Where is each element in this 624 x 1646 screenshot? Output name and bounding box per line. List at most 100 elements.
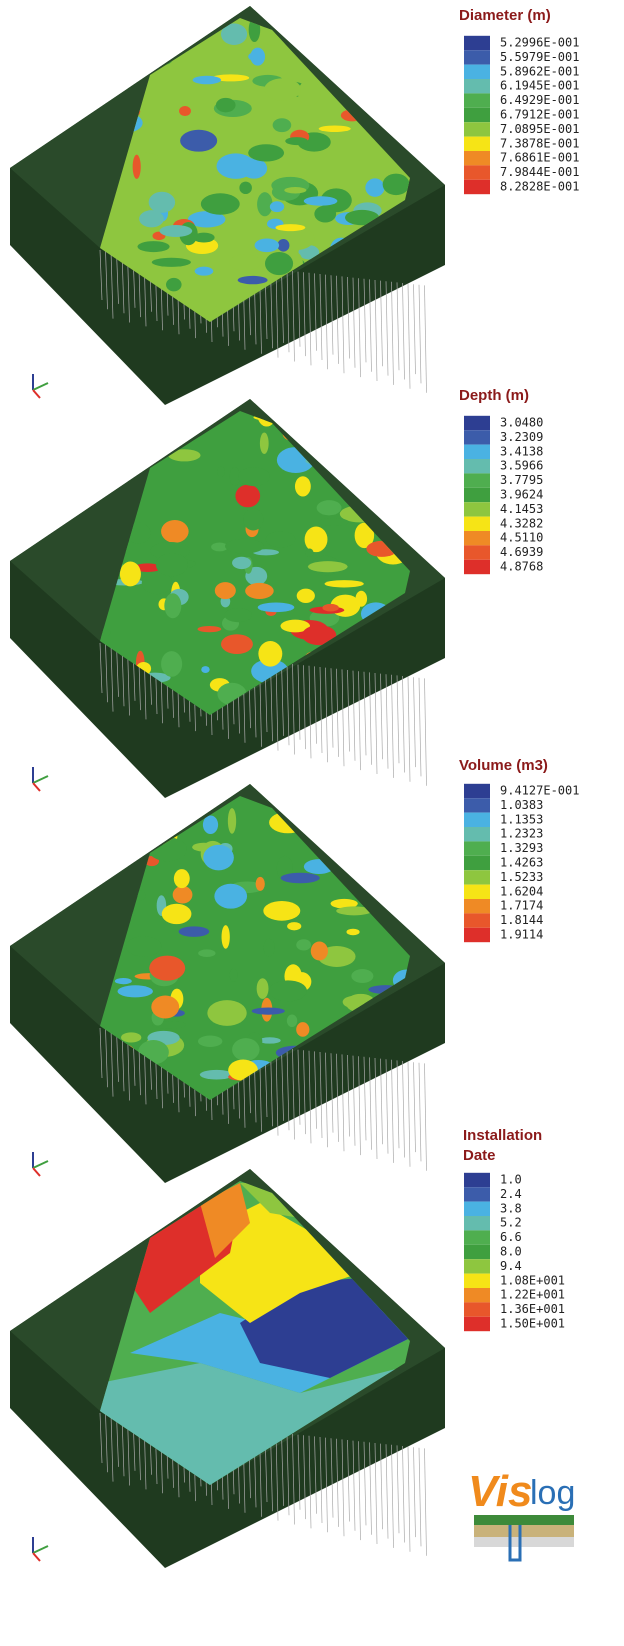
borehole (347, 1054, 350, 1137)
contour-blob (216, 153, 256, 179)
borehole (385, 281, 389, 376)
contour-blob (303, 808, 337, 819)
contour-blob (335, 818, 373, 835)
legend-label: 4.8768 (500, 560, 543, 574)
legend-swatch (464, 415, 490, 431)
borehole (413, 1447, 416, 1538)
borehole (110, 644, 114, 712)
borehole (319, 1051, 323, 1139)
contour-blob (103, 825, 118, 837)
legend-label: 6.1945E-001 (500, 79, 579, 93)
contour-blob (168, 449, 201, 462)
borehole (424, 678, 427, 786)
contour-blob (269, 201, 285, 213)
borehole (303, 1050, 306, 1135)
borehole (352, 277, 356, 368)
contour-blob (393, 74, 410, 89)
contour-blob (280, 872, 320, 884)
borehole (297, 664, 301, 740)
contour-blob (151, 995, 180, 1019)
contour-blob (156, 414, 170, 431)
borehole (407, 676, 411, 782)
contour-blob (399, 468, 409, 480)
contour-blob (390, 31, 402, 43)
contour-blob (280, 619, 311, 633)
borehole (380, 280, 383, 367)
contour-blob (114, 977, 132, 985)
axis-x (32, 1552, 41, 1562)
legend-swatch (464, 531, 490, 546)
legend-label: 6.7912E-001 (500, 108, 579, 122)
contour-blob (363, 28, 381, 47)
axis-y (32, 382, 49, 391)
borehole (396, 1445, 400, 1534)
borehole (380, 1443, 383, 1530)
legend-swatch (464, 1302, 490, 1317)
borehole (380, 673, 383, 760)
borehole (347, 1439, 350, 1522)
contour-blob (296, 939, 312, 951)
borehole (336, 1053, 339, 1142)
legend-swatch (464, 545, 490, 560)
borehole (385, 1059, 389, 1154)
legend-swatch (464, 870, 490, 885)
borehole (396, 1060, 400, 1149)
contour-blob (100, 56, 111, 63)
legend-label: 1.5233 (500, 870, 543, 884)
contour-region (200, 1183, 250, 1258)
borehole (110, 1414, 114, 1482)
legend-label: 1.7174 (500, 899, 543, 913)
contour-blob (336, 906, 373, 916)
contour-blob (294, 476, 311, 497)
borehole (330, 1053, 334, 1133)
contour-blob (346, 928, 360, 936)
contour-blob (148, 191, 176, 213)
contour-blob (385, 867, 408, 876)
contour-blob (224, 607, 253, 623)
borehole (418, 1447, 422, 1547)
borehole (385, 674, 389, 769)
borehole (105, 250, 108, 310)
contour-blob (330, 898, 358, 909)
borehole (424, 1448, 427, 1556)
borehole (99, 249, 103, 301)
surface (100, 411, 410, 715)
borehole (374, 279, 378, 382)
legend-label: 1.9114 (500, 928, 543, 942)
legend-label: 8.0 (500, 1245, 522, 1259)
legend-label: 7.9844E-001 (500, 165, 579, 179)
borehole (358, 671, 361, 771)
contour-blob (365, 796, 399, 816)
contour-blob (254, 238, 280, 253)
legend-swatch (464, 473, 490, 488)
legend-label: 1.8144 (500, 913, 543, 927)
contour-blob (179, 105, 191, 117)
contour-blob (121, 1032, 142, 1043)
logo-pipe (508, 1525, 522, 1562)
borehole (308, 1050, 312, 1144)
legend-swatch (464, 151, 490, 166)
contour-blob (229, 254, 261, 271)
legend-swatch (464, 79, 490, 94)
contour-blob (269, 980, 307, 1002)
contour-blob (265, 252, 294, 276)
legend-label: 3.8 (500, 1201, 522, 1215)
legend-swatch (464, 1172, 490, 1188)
contour-blob (349, 27, 365, 38)
contour-blob (197, 1035, 223, 1047)
legend-label: 3.5966 (500, 459, 543, 473)
axis-y (32, 1160, 49, 1169)
contour-blob (382, 173, 410, 196)
contour-blob (221, 925, 230, 949)
borehole (303, 272, 306, 357)
contour-blob (307, 561, 348, 573)
legend-label: 5.2 (500, 1216, 522, 1230)
borehole (275, 662, 279, 751)
contour-blob (161, 520, 189, 543)
contour-blob (359, 446, 383, 460)
contour-blob (199, 1069, 234, 1080)
borehole (347, 276, 350, 359)
borehole (369, 672, 372, 765)
borehole (314, 1436, 317, 1514)
